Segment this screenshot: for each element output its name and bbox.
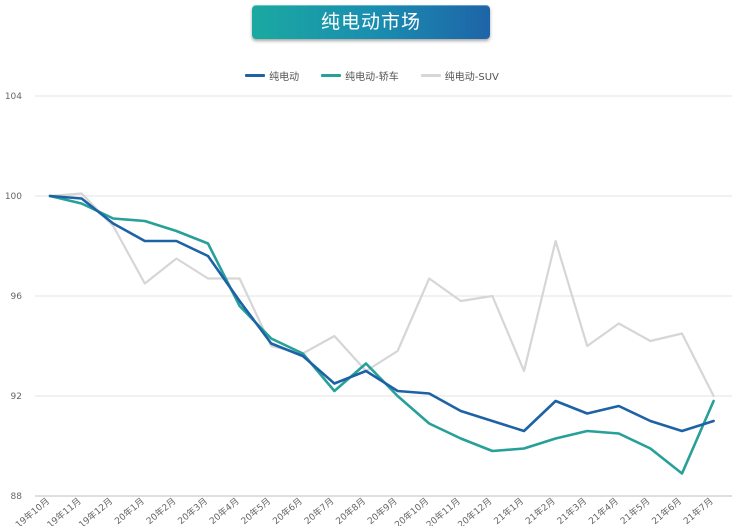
legend-label-sedan: 纯电动-轿车	[345, 71, 399, 83]
legend-item-suv: 纯电动-SUV	[420, 66, 499, 84]
y-tick-label: 88	[11, 492, 23, 502]
legend-swatch-suv	[420, 73, 441, 77]
x-tick-label: 21年2月	[523, 495, 558, 526]
series-line-ev	[48, 194, 715, 433]
x-tick-label: 20年1月	[112, 495, 147, 526]
legend: 纯电动 纯电动-轿车 纯电动-SUV	[0, 66, 744, 84]
chart-title: 纯电动市场	[252, 5, 490, 39]
x-tick-label: 21年7月	[681, 495, 716, 526]
x-tick-label: 20年7月	[302, 495, 337, 526]
legend-item-ev: 纯电动	[245, 66, 299, 84]
y-tick-label: 92	[11, 392, 22, 402]
x-tick-label: 20年5月	[238, 495, 273, 526]
x-tick-label: 20年2月	[144, 495, 179, 526]
x-tick-label: 20年11月	[424, 495, 463, 526]
x-tick-label: 20年4月	[207, 495, 242, 526]
y-tick-label: 104	[5, 92, 22, 102]
x-tick-label: 20年12月	[455, 495, 494, 526]
x-tick-label: 20年10月	[392, 495, 431, 526]
y-tick-label: 100	[5, 192, 22, 202]
x-tick-label: 19年12月	[76, 495, 115, 526]
x-tick-label: 21年5月	[618, 495, 653, 526]
x-tick-label: 20年8月	[333, 495, 368, 526]
y-tick-label: 96	[11, 292, 23, 302]
legend-item-sedan: 纯电动-轿车	[321, 66, 399, 84]
x-tick-label: 21年1月	[491, 495, 526, 526]
x-tick-label: 19年11月	[44, 495, 83, 526]
x-tick-label: 21年6月	[649, 495, 684, 526]
legend-label-suv: 纯电动-SUV	[444, 71, 499, 83]
legend-label-ev: 纯电动	[269, 71, 300, 83]
legend-swatch-ev	[245, 73, 266, 77]
x-tick-label: 20年6月	[270, 495, 305, 526]
series-line-sedan	[48, 194, 715, 475]
x-tick-label: 20年3月	[175, 495, 210, 526]
x-tick-label: 21年3月	[554, 495, 589, 526]
x-tick-label: 21年4月	[586, 495, 621, 526]
series-line-suv	[48, 192, 715, 398]
legend-swatch-sedan	[321, 73, 342, 77]
